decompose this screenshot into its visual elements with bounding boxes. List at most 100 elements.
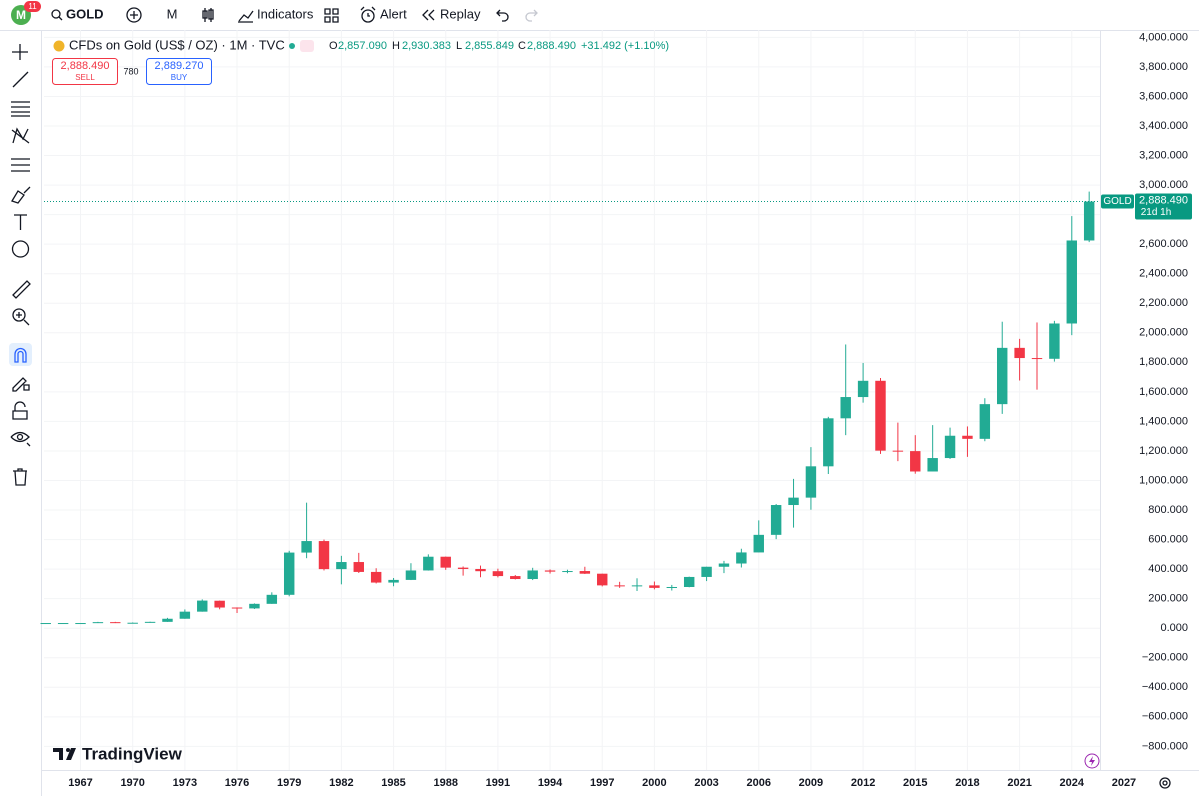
y-tick-label: 3,200.000 — [1139, 149, 1188, 161]
plot — [40, 30, 1100, 770]
y-tick-label: 1,400.000 — [1139, 415, 1188, 427]
sell-button[interactable] — [52, 58, 118, 85]
y-tick-label: −800.000 — [1142, 740, 1188, 752]
replay-icon — [422, 9, 435, 21]
buy-label: BUY — [171, 73, 188, 82]
chart-type-icon[interactable] — [202, 8, 214, 22]
ruler-tool[interactable] — [12, 280, 31, 299]
candle-body — [423, 556, 434, 571]
candle-body — [892, 450, 904, 452]
settings-button[interactable] — [1159, 777, 1171, 789]
redo-icon[interactable] — [525, 9, 538, 22]
c-label: C — [518, 40, 526, 52]
visibility-tool[interactable] — [10, 431, 31, 447]
symbol[interactable]: GOLD — [66, 6, 104, 21]
candle-body — [110, 622, 121, 624]
indicators[interactable]: Indicators — [257, 6, 314, 21]
x-tick-label: 2021 — [1007, 777, 1031, 789]
undo-icon[interactable] — [496, 9, 509, 22]
fib-tool[interactable] — [11, 101, 30, 117]
candle-body — [249, 603, 260, 609]
y-tick-label: 800.000 — [1148, 504, 1188, 516]
lock-draw-tool[interactable] — [12, 377, 30, 392]
candle-body — [840, 397, 851, 419]
zoom-tool[interactable] — [12, 308, 26, 322]
candle-body — [718, 563, 730, 567]
candle-body — [1014, 347, 1025, 359]
brand-logo — [66, 748, 70, 752]
candle-body — [579, 571, 591, 574]
y-tick-label: 3,400.000 — [1139, 120, 1188, 132]
layouts-icon[interactable] — [324, 8, 339, 23]
candle-body — [562, 571, 573, 573]
candle-body — [1066, 240, 1078, 324]
buy-button[interactable] — [146, 58, 212, 85]
candle-body — [857, 380, 869, 398]
add-icon[interactable] — [126, 7, 142, 23]
candle-body — [1031, 358, 1043, 360]
magnet-tool[interactable] — [9, 343, 32, 366]
badge — [24, 1, 41, 12]
candle-body — [179, 611, 191, 619]
candle-body — [1049, 323, 1060, 359]
symbol-tag-label: GOLD — [1103, 196, 1131, 207]
candle-body — [475, 568, 486, 572]
candle-body — [788, 497, 799, 506]
pattern-tool[interactable] — [11, 127, 30, 144]
change-value: +31.492 (+1.10%) — [581, 40, 669, 52]
x-tick-label: 1970 — [120, 777, 144, 789]
candle-body — [544, 570, 556, 572]
candle-body — [336, 562, 347, 570]
add-icon — [130, 11, 138, 19]
brand-name: TradingView — [82, 744, 183, 763]
y-tick-label: 0.000 — [1160, 622, 1188, 634]
candle-body — [736, 552, 747, 564]
candle-body — [979, 404, 991, 439]
candle-body — [823, 418, 834, 467]
brush-tool[interactable] — [11, 186, 31, 204]
candle-body — [510, 576, 521, 580]
y-tick-label: 1,200.000 — [1139, 445, 1188, 457]
zoom-tool — [16, 312, 30, 326]
candle-body — [214, 600, 225, 608]
price-tag-label: 2,888.490 — [1139, 194, 1188, 206]
candle-body — [614, 585, 625, 587]
sell-price: 2,888.490 — [61, 60, 110, 72]
x-tick-label: 1994 — [538, 777, 563, 789]
cursor-tool[interactable] — [12, 44, 28, 60]
x-tick-label: 2024 — [1060, 777, 1085, 789]
alert[interactable]: Alert — [380, 6, 407, 21]
candle-body — [231, 607, 243, 609]
delete-tool[interactable] — [13, 468, 27, 486]
spread: 780 — [123, 66, 138, 76]
candle-body — [701, 566, 712, 577]
emoji-tool[interactable] — [11, 240, 30, 258]
candle-body — [457, 567, 469, 569]
x-tick-label: 1997 — [590, 777, 614, 789]
y-tick-label: −200.000 — [1142, 652, 1188, 664]
x-tick-label: 2012 — [851, 777, 875, 789]
candle-body — [370, 571, 382, 583]
candle-body — [127, 622, 138, 624]
y-tick-label: 400.000 — [1148, 563, 1188, 575]
indicators-icon — [238, 10, 254, 23]
symbol-tag — [1101, 194, 1134, 209]
close-value: 2,888.490 — [527, 40, 576, 52]
x-tick-label: 2018 — [955, 777, 979, 789]
candle-body — [631, 585, 643, 587]
prediction-tool[interactable] — [11, 158, 30, 172]
replay[interactable]: Replay — [440, 6, 481, 21]
lightning-button[interactable] — [1084, 753, 1100, 769]
y-tick-label: 3,600.000 — [1139, 90, 1188, 102]
trendline-tool[interactable] — [12, 71, 29, 88]
y-tick-label: 1,600.000 — [1139, 386, 1188, 398]
lock-tool[interactable] — [12, 401, 28, 420]
candle-body — [162, 618, 173, 622]
low-value: 2,855.849 — [465, 40, 514, 52]
x-tick-label: 2000 — [642, 777, 666, 789]
interval[interactable]: M — [167, 6, 178, 21]
text-tool[interactable] — [14, 214, 27, 230]
h-label: H — [392, 40, 400, 52]
